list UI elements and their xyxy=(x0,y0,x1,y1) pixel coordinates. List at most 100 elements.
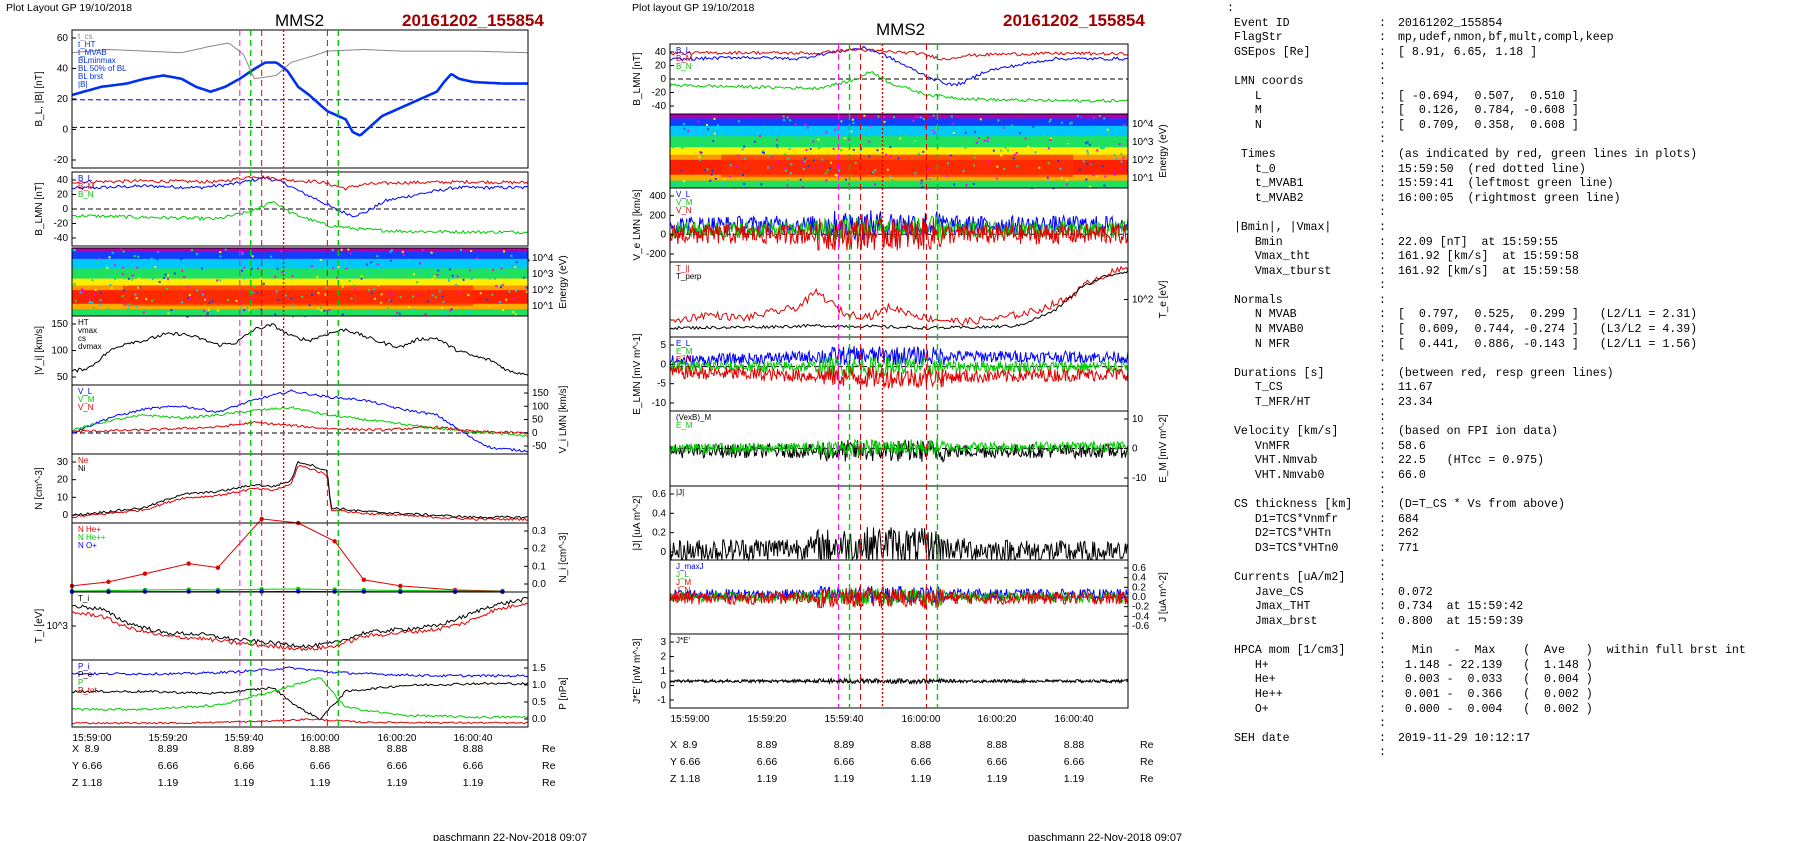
summary-colon: : xyxy=(1379,264,1386,278)
subplot-5: 150 100 50 0 -50 V_LV_MV_N V_i LMN [km/s] xyxy=(71,384,569,455)
y-tick-label: 20 xyxy=(57,475,69,486)
spectrogram-speckle xyxy=(142,311,145,314)
spectrogram-speckle xyxy=(506,271,509,274)
spectrogram-speckle xyxy=(126,304,129,307)
summary-value: [ 0.441, 0.886, -0.143 ] (L2/L1 = 1.56) xyxy=(1391,337,1698,351)
spectrogram-speckle xyxy=(759,134,762,137)
spectrogram-speckle xyxy=(186,315,189,318)
spectrogram-speckle xyxy=(687,130,690,133)
spectrogram-speckle xyxy=(690,182,693,185)
spectrogram-speckle xyxy=(716,124,719,127)
spectrogram-speckle xyxy=(396,311,399,314)
spectrogram-speckle xyxy=(204,298,207,301)
y-tick-label: 40 xyxy=(57,175,69,186)
spectrogram-speckle xyxy=(771,136,774,139)
y-tick-label: -20 xyxy=(652,88,667,99)
summary-colon: : xyxy=(1379,366,1386,380)
spectrogram-speckle xyxy=(920,182,923,185)
event-lines xyxy=(239,30,340,727)
series-line-t-e-black xyxy=(669,270,1129,331)
summary-row: : xyxy=(1227,630,1802,645)
spectrogram-speckle xyxy=(864,185,867,188)
spectrogram-band xyxy=(72,309,528,317)
subplot-9: 3 2 1 0 -1 J*E' J*E' [nW m^-3] xyxy=(632,633,1129,709)
summary-value: 0.001 - 0.366 ( 0.002 ) xyxy=(1391,687,1593,701)
subplot-3: Energy (eV) 10^4 10^3 10^2 10^1 xyxy=(71,247,569,318)
spectrogram-speckle xyxy=(834,128,837,131)
spectrogram-speckle xyxy=(206,314,209,317)
spectrogram-speckle xyxy=(804,157,807,160)
spectrogram-speckle xyxy=(784,182,787,185)
spectrogram-speckle xyxy=(920,179,923,182)
spectrogram-speckle xyxy=(222,257,225,260)
position-unit: Re xyxy=(542,760,556,772)
position-value: 8.89 xyxy=(158,743,179,755)
spectrogram-speckle xyxy=(72,248,75,251)
spectrogram-speckle xyxy=(945,174,948,177)
y-tick-label: 400 xyxy=(649,191,666,202)
spectrogram-speckle xyxy=(74,299,77,302)
spectrogram-speckle xyxy=(253,285,256,288)
spectrogram-speckle xyxy=(977,131,980,134)
spectrogram-speckle xyxy=(91,301,94,304)
series-line-p xyxy=(71,682,529,721)
spectrogram-speckle xyxy=(790,163,793,166)
spectrogram-speckle xyxy=(198,313,201,316)
spectrogram-speckle xyxy=(319,258,322,261)
summary-colon: : xyxy=(1379,658,1386,672)
spectrogram-speckle xyxy=(79,291,82,294)
summary-row: Currents [uA/m2]: xyxy=(1227,571,1802,586)
spectrogram-speckle xyxy=(467,294,470,296)
spectrogram-speckle xyxy=(431,294,434,297)
spectrogram-speckle xyxy=(852,148,855,151)
summary-key: M xyxy=(1227,104,1262,118)
spectrogram-speckle xyxy=(1122,156,1125,159)
spectrogram-speckle xyxy=(257,267,260,270)
summary-key: FlagStr xyxy=(1227,31,1283,45)
position-value: 6.66 xyxy=(911,756,932,768)
summary-value: 161.92 [km/s] at 15:59:58 xyxy=(1391,264,1579,278)
summary-row: D2=TCS*VHTn: 262 xyxy=(1227,527,1802,542)
spectrogram-speckle xyxy=(442,300,445,303)
spectrogram-speckle xyxy=(324,293,327,296)
y-tick-label: 10^2 xyxy=(532,285,554,296)
y-tick-label: -0.4 xyxy=(1132,611,1150,622)
spectrogram-speckle xyxy=(1109,146,1112,149)
spectrogram-speckle xyxy=(883,116,886,119)
spectrogram-speckle xyxy=(110,275,113,278)
spectrogram-speckle xyxy=(340,248,343,251)
position-value: 8.89 xyxy=(234,743,255,755)
spectrogram-speckle xyxy=(349,252,352,255)
summary-value xyxy=(1391,630,1398,643)
position-value: 6.66 xyxy=(987,756,1008,768)
spectrogram-speckle xyxy=(723,178,726,181)
spectrogram-speckle xyxy=(219,279,222,282)
summary-row: t_MVAB1: 15:59:41 (leftmost green line) xyxy=(1227,177,1802,192)
spectrogram-speckle xyxy=(978,137,981,140)
spectrogram-speckle xyxy=(951,122,954,125)
spectrogram-speckle xyxy=(899,137,902,140)
spectrogram-speckle xyxy=(1016,165,1019,168)
position-value: 6.66 xyxy=(757,756,778,768)
y-tick-label: 10^3 xyxy=(47,621,69,632)
spectrogram-speckle xyxy=(391,249,394,252)
spectrogram-speckle xyxy=(950,115,953,118)
spectrogram-speckle xyxy=(290,297,293,300)
spectrogram-speckle xyxy=(782,119,785,122)
y-axis-label: N [cm^-3] xyxy=(34,467,45,510)
spectrogram-speckle xyxy=(897,157,900,160)
spectrogram-speckle xyxy=(1066,178,1069,181)
spectrogram-speckle xyxy=(743,185,746,188)
spectrogram-speckle xyxy=(243,266,246,269)
spectrogram-speckle xyxy=(291,275,294,278)
spectrogram-speckle xyxy=(883,120,886,123)
position-unit: Re xyxy=(542,743,556,755)
series-marker xyxy=(332,539,337,544)
spectrogram-speckle xyxy=(205,297,208,300)
x-tick-label: 15:59:00 xyxy=(73,733,112,744)
series-marker xyxy=(142,571,148,576)
spectrogram-speckle xyxy=(430,251,433,254)
summary-key: Event ID xyxy=(1227,16,1290,30)
summary-colon: : xyxy=(1379,439,1386,453)
spectrogram-speckle xyxy=(479,292,482,295)
